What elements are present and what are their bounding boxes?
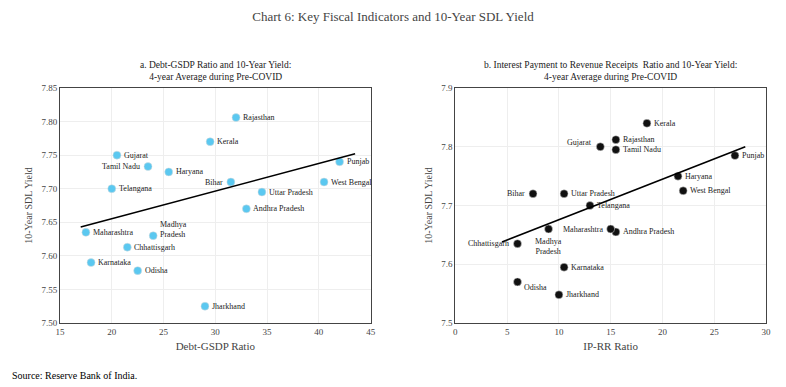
svg-text:Tamil Nadu: Tamil Nadu: [102, 162, 140, 171]
svg-text:Maharashtra: Maharashtra: [563, 225, 603, 234]
svg-text:15: 15: [606, 327, 616, 337]
svg-text:Uttar Pradesh: Uttar Pradesh: [571, 189, 615, 198]
svg-text:Andhra Pradesh: Andhra Pradesh: [623, 227, 674, 236]
svg-text:Chhattisgarh: Chhattisgarh: [134, 243, 175, 252]
svg-text:Rajasthan: Rajasthan: [623, 135, 655, 144]
svg-text:Rajasthan: Rajasthan: [243, 113, 275, 122]
svg-text:10-Year SDL Yield: 10-Year SDL Yield: [23, 167, 34, 244]
svg-text:7.6: 7.6: [441, 259, 453, 269]
svg-text:a. Debt-GSDP Ratio and 10-Year: a. Debt-GSDP Ratio and 10-Year Yield:4-y…: [140, 60, 291, 82]
svg-text:Uttar Pradesh: Uttar Pradesh: [269, 188, 313, 197]
svg-text:Punjab: Punjab: [347, 157, 369, 166]
svg-text:7.70: 7.70: [41, 184, 57, 194]
svg-text:7.8: 7.8: [441, 142, 453, 152]
svg-text:7.5: 7.5: [441, 318, 453, 328]
svg-text:Chart 6: Key Fiscal Indicators: Chart 6: Key Fiscal Indicators and 10-Ye…: [252, 9, 534, 24]
svg-text:Telangana: Telangana: [597, 201, 630, 210]
svg-text:Debt-GSDP Ratio: Debt-GSDP Ratio: [176, 340, 256, 352]
svg-text:7.50: 7.50: [41, 318, 57, 328]
svg-text:Telangana: Telangana: [119, 184, 152, 193]
svg-text:7.65: 7.65: [41, 217, 57, 227]
svg-text:15: 15: [56, 327, 66, 337]
svg-text:Haryana: Haryana: [176, 167, 204, 176]
svg-text:45: 45: [366, 327, 376, 337]
svg-text:10-Year SDL Yield: 10-Year SDL Yield: [423, 167, 434, 244]
svg-text:10: 10: [554, 327, 564, 337]
svg-text:Maharashtra: Maharashtra: [93, 228, 133, 237]
svg-text:MadhyaPradesh: MadhyaPradesh: [535, 237, 562, 256]
svg-text:7.60: 7.60: [41, 251, 57, 261]
svg-text:Gujarat: Gujarat: [124, 151, 149, 160]
svg-text:MadhyaPradesh: MadhyaPradesh: [160, 220, 187, 239]
svg-text:7.9: 7.9: [441, 83, 453, 93]
svg-text:30: 30: [211, 327, 221, 337]
svg-text:25: 25: [159, 327, 169, 337]
svg-text:Andhra Pradesh: Andhra Pradesh: [253, 204, 304, 213]
svg-text:20: 20: [658, 327, 668, 337]
svg-text:7.7: 7.7: [441, 201, 453, 211]
svg-text:Chhattisgarh: Chhattisgarh: [468, 239, 509, 248]
svg-text:Odisha: Odisha: [145, 266, 168, 275]
svg-text:Haryana: Haryana: [685, 172, 713, 181]
svg-text:7.80: 7.80: [41, 117, 57, 127]
svg-text:Bihar: Bihar: [205, 178, 223, 187]
svg-text:20: 20: [107, 327, 117, 337]
svg-text:7.55: 7.55: [41, 285, 57, 295]
svg-text:Odisha: Odisha: [524, 283, 547, 292]
svg-text:0: 0: [453, 327, 458, 337]
svg-text:30: 30: [762, 327, 772, 337]
svg-text:Karnataka: Karnataka: [98, 258, 131, 267]
svg-text:Tamil Nadu: Tamil Nadu: [623, 145, 661, 154]
svg-text:25: 25: [710, 327, 720, 337]
svg-text:Karnataka: Karnataka: [571, 263, 604, 272]
svg-text:Jharkhand: Jharkhand: [212, 302, 245, 311]
svg-text:Jharkhand: Jharkhand: [566, 290, 599, 299]
svg-text:West Bengal: West Bengal: [331, 178, 372, 187]
svg-text:b. Interest Payment to Revenue: b. Interest Payment to Revenue Receipts …: [484, 60, 737, 82]
svg-text:5: 5: [505, 327, 510, 337]
svg-text:Gujarat: Gujarat: [567, 138, 592, 147]
svg-text:35: 35: [263, 327, 273, 337]
svg-text:West Bengal: West Bengal: [690, 186, 731, 195]
svg-text:Bihar: Bihar: [507, 189, 525, 198]
svg-text:Punjab: Punjab: [742, 151, 764, 160]
svg-text:Kerala: Kerala: [654, 119, 676, 128]
svg-text:IP-RR Ratio: IP-RR Ratio: [583, 340, 638, 352]
svg-text:40: 40: [314, 327, 324, 337]
svg-text:7.85: 7.85: [41, 83, 57, 93]
svg-text:7.75: 7.75: [41, 150, 57, 160]
svg-text:Source: Reserve Bank of India.: Source: Reserve Bank of India.: [12, 370, 137, 381]
svg-text:Kerala: Kerala: [217, 137, 239, 146]
